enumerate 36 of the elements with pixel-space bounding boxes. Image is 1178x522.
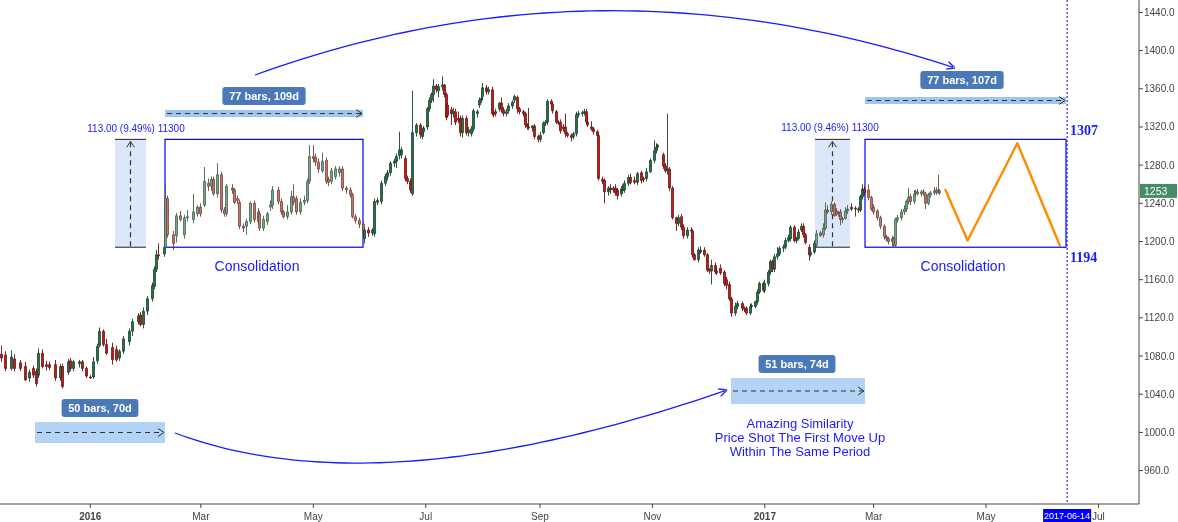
y-tick-label: 1400.0 <box>1144 45 1176 57</box>
annotation: 113.00 (9.49%) 11300 <box>87 122 186 134</box>
x-tick-label: May <box>303 510 323 522</box>
x-tick-label: Sep <box>531 510 550 522</box>
annotation: Within The Same Period <box>729 443 871 459</box>
x-tick-label: Mar <box>864 510 883 522</box>
annotation: Consolidation <box>214 258 300 274</box>
x-tick-label: 2017 <box>753 510 777 522</box>
y-tick-label: 1120.0 <box>1144 312 1175 324</box>
y-tick-label: 1000.0 <box>1144 426 1176 438</box>
annotation: Amazing Similarity <box>746 415 854 431</box>
annotation: 77 bars, 109d <box>229 90 299 102</box>
y-tick-label: 1080.0 <box>1144 350 1176 362</box>
annotation: 51 bars, 74d <box>765 358 829 370</box>
y-tick-label: 1160.0 <box>1144 274 1175 286</box>
y-tick-label: 1240.0 <box>1144 197 1176 209</box>
y-tick-label: 1320.0 <box>1144 121 1176 133</box>
y-tick-label: 1440.0 <box>1144 6 1176 18</box>
text: 1253 <box>1144 184 1168 197</box>
annotation: 77 bars, 107d <box>927 74 997 86</box>
x-tick-label: May <box>976 510 996 522</box>
x-tick-label: Jul <box>419 510 433 522</box>
annotation: 50 bars, 70d <box>68 402 132 414</box>
y-tick-label: 1360.0 <box>1144 83 1176 95</box>
x-tick-label: 2016 <box>79 510 102 522</box>
annotation: 1307 <box>1070 122 1099 138</box>
y-tick-label: 960.0 <box>1144 465 1170 477</box>
annotation: 1194 <box>1070 249 1098 265</box>
annotation: Consolidation <box>920 258 1006 274</box>
y-tick-label: 1200.0 <box>1144 236 1176 247</box>
y-tick-label: 1280.0 <box>1144 159 1176 171</box>
x-tick-label: Jul <box>1092 510 1105 522</box>
x-tick-label: Nov <box>643 510 662 522</box>
x-tick-label: Mar <box>192 510 211 522</box>
y-tick-label: 1040.0 <box>1144 388 1176 400</box>
annotation: 113.00 (9.46%) 11300 <box>781 121 880 133</box>
